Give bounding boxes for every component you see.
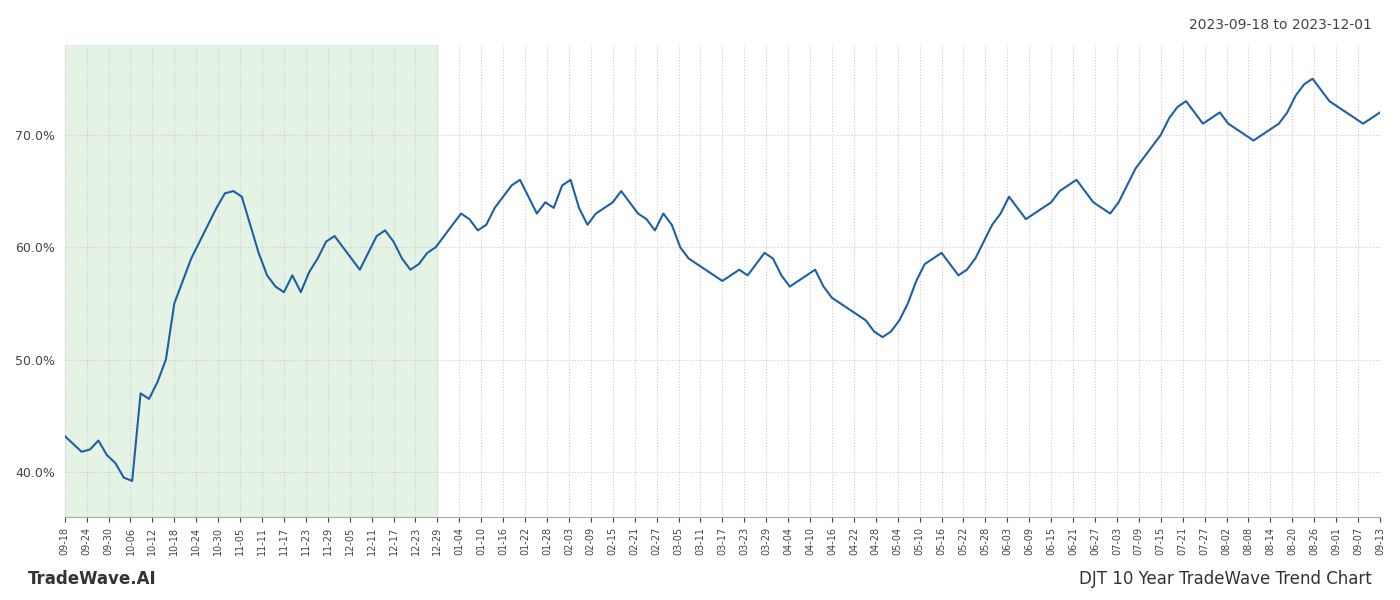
Text: TradeWave.AI: TradeWave.AI [28,570,157,588]
Bar [64,45,437,517]
Text: DJT 10 Year TradeWave Trend Chart: DJT 10 Year TradeWave Trend Chart [1079,570,1372,588]
Text: 2023-09-18 to 2023-12-01: 2023-09-18 to 2023-12-01 [1189,18,1372,32]
